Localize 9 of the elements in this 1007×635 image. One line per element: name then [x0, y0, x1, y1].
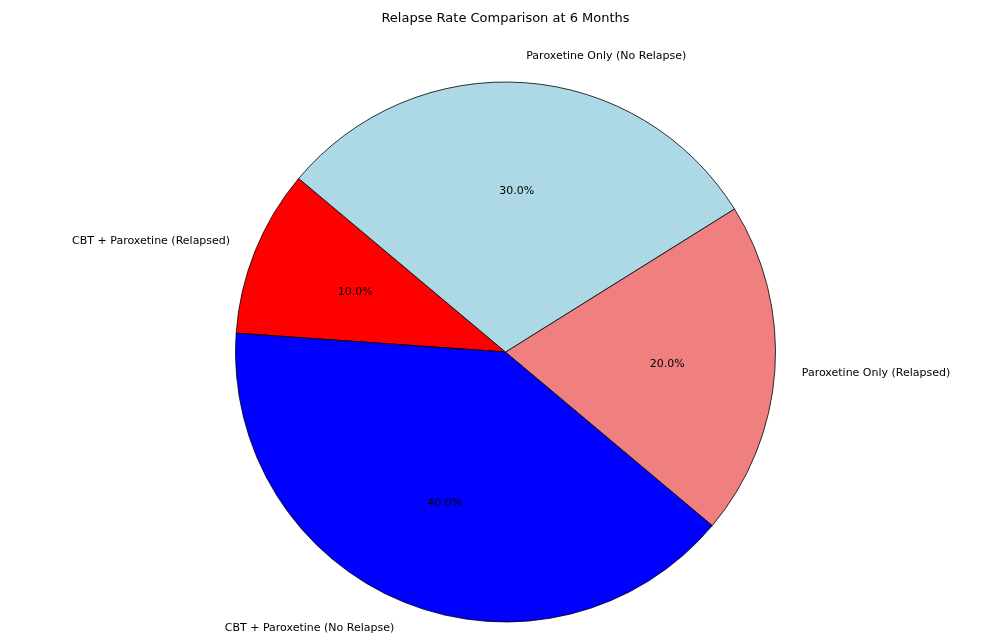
slice-label: CBT + Paroxetine (No Relapse) — [224, 620, 395, 634]
chart-title: Relapse Rate Comparison at 6 Months — [381, 9, 630, 25]
data-label: 20.0% — [649, 356, 685, 370]
slice-label: Paroxetine Only (No Relapse) — [526, 49, 687, 63]
data-label: 30.0% — [499, 183, 535, 197]
data-label: 40.0% — [427, 495, 463, 509]
slice-label: Paroxetine Only (Relapsed) — [801, 366, 951, 380]
slice-label: CBT + Paroxetine (Relapsed) — [72, 234, 231, 248]
data-label: 10.0% — [337, 284, 373, 298]
